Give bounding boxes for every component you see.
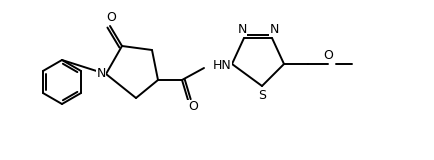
Text: N: N bbox=[270, 23, 279, 36]
Text: N: N bbox=[237, 23, 247, 36]
Text: S: S bbox=[258, 88, 266, 101]
Text: N: N bbox=[96, 67, 106, 80]
Text: O: O bbox=[106, 11, 116, 24]
Text: HN: HN bbox=[213, 59, 232, 72]
Text: O: O bbox=[323, 48, 333, 61]
Text: O: O bbox=[188, 100, 198, 113]
